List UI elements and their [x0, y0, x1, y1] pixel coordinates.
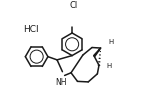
Text: NH: NH [56, 77, 67, 86]
Text: HCl: HCl [23, 24, 38, 33]
Text: H: H [106, 63, 112, 69]
Text: Cl: Cl [69, 1, 77, 10]
Text: H: H [109, 38, 114, 44]
Polygon shape [94, 49, 101, 57]
